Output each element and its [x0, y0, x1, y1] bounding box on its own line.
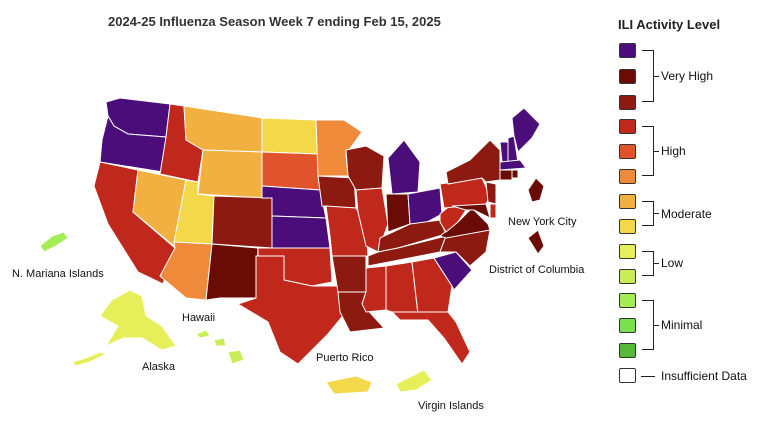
label-hawaii: Hawaii [182, 312, 216, 324]
label-n-mariana-islands: N. Mariana Islands [12, 268, 104, 280]
state-ar[interactable] [331, 255, 367, 293]
state-mi[interactable] [387, 139, 421, 195]
state-co[interactable] [211, 195, 273, 249]
legend-group-high: High [661, 144, 686, 158]
state-nv[interactable] [132, 169, 187, 247]
legend-insufficient-dash [641, 376, 655, 377]
bracket-tick-high [654, 151, 659, 152]
legend-swatch-level-7 [619, 194, 636, 209]
bracket-very-high [642, 50, 654, 102]
state-oh[interactable] [407, 187, 443, 227]
legend-swatch-level-1 [619, 343, 636, 358]
legend-swatch-level-8 [619, 169, 636, 184]
state-wi[interactable] [345, 145, 385, 191]
state-tx[interactable] [236, 255, 347, 365]
legend-swatch-level-4 [619, 269, 636, 284]
legend-swatch-level-13 [619, 43, 636, 58]
legend-group-very-high: Very High [661, 69, 714, 83]
state-me[interactable] [511, 107, 541, 153]
label-virgin-islands: Virgin Islands [418, 400, 484, 412]
state-ga[interactable] [411, 257, 453, 315]
dc-inset[interactable] [527, 229, 545, 255]
state-ms[interactable] [361, 265, 387, 313]
nmi-shape[interactable] [39, 231, 69, 253]
state-de[interactable] [489, 203, 497, 219]
bracket-moderate [642, 201, 654, 226]
state-sd[interactable] [261, 151, 321, 191]
bracket-high [642, 126, 654, 176]
legend-swatch-level-12 [619, 69, 636, 84]
hawaii-shape-2[interactable] [213, 337, 227, 347]
bracket-minimal [642, 300, 654, 350]
state-sc[interactable] [433, 251, 473, 291]
legend-swatch-insufficient [619, 368, 636, 383]
hawaii-shape-3[interactable] [227, 349, 245, 365]
state-ks[interactable] [271, 215, 331, 249]
state-nd[interactable] [261, 117, 319, 155]
legend-group-low: Low [661, 256, 684, 270]
state-fl[interactable] [390, 311, 471, 365]
legend-title: ILI Activity Level [618, 17, 721, 32]
legend-swatch-level-11 [619, 95, 636, 110]
virgin-islands-shape[interactable] [395, 369, 433, 393]
state-ri[interactable] [511, 169, 519, 179]
label-puerto-rico: Puerto Rico [316, 352, 374, 364]
state-nm[interactable] [205, 243, 259, 301]
legend-insufficient-label: Insufficient Data [661, 369, 747, 383]
legend-group-minimal: Minimal [661, 318, 703, 332]
legend-swatch-level-6 [619, 219, 636, 234]
legend-swatch-level-2 [619, 318, 636, 333]
bracket-tick-very-high [654, 76, 659, 77]
label-alaska: Alaska [142, 361, 176, 373]
alaska-chain[interactable] [71, 351, 108, 367]
nyc-inset[interactable] [527, 177, 545, 203]
bracket-low [642, 251, 654, 276]
map-title: 2024-25 Influenza Season Week 7 ending F… [108, 14, 441, 29]
state-ny[interactable] [445, 139, 501, 185]
legend-swatch-level-3 [619, 293, 636, 308]
alaska-shape[interactable] [99, 289, 177, 351]
bracket-tick-moderate [654, 213, 659, 214]
legend-swatch-level-5 [619, 244, 636, 259]
state-nj[interactable] [485, 181, 497, 205]
label-new-york-city: New York City [508, 216, 577, 228]
legend-swatch-level-10 [619, 119, 636, 134]
state-ct[interactable] [499, 169, 513, 181]
state-wy[interactable] [197, 149, 263, 199]
bracket-tick-low [654, 263, 659, 264]
legend-swatch-level-9 [619, 144, 636, 159]
state-ne[interactable] [261, 185, 327, 219]
state-ma[interactable] [499, 159, 527, 171]
legend-group-moderate: Moderate [661, 207, 712, 221]
bracket-tick-minimal [654, 325, 659, 326]
state-md[interactable] [451, 203, 491, 219]
state-mt[interactable] [183, 105, 263, 153]
hawaii-shape[interactable] [195, 329, 211, 339]
puerto-rico-shape[interactable] [325, 375, 373, 395]
state-vt[interactable] [499, 141, 509, 163]
label-district-of-columbia: District of Columbia [489, 264, 585, 276]
